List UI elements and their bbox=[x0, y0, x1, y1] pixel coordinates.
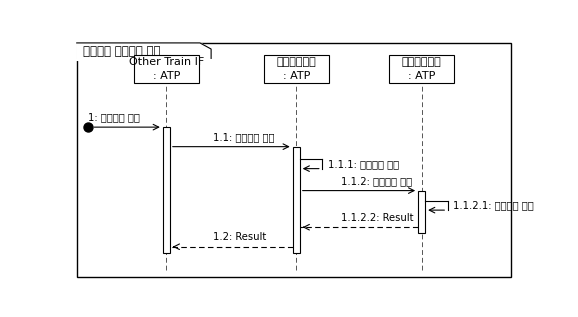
Text: 가상편성 열차길이 계산: 가상편성 열차길이 계산 bbox=[83, 45, 161, 58]
Bar bbox=[134, 55, 199, 83]
Bar bbox=[389, 55, 454, 83]
Text: 1.1.2.1: 열차길이 저장: 1.1.2.1: 열차길이 저장 bbox=[453, 200, 533, 210]
Bar bbox=[264, 55, 329, 83]
Text: 1.1.2.2: Result: 1.1.2.2: Result bbox=[341, 213, 414, 223]
Text: 1.2: Result: 1.2: Result bbox=[213, 232, 266, 242]
Text: 1.1: 후부편성 정보: 1.1: 후부편성 정보 bbox=[213, 132, 275, 142]
Bar bbox=[418, 191, 425, 233]
Text: 1: 후부편성 정보: 1: 후부편성 정보 bbox=[88, 112, 140, 122]
Text: 1.1.2: 열차길이 정보: 1.1.2: 열차길이 정보 bbox=[341, 176, 412, 186]
Bar bbox=[292, 147, 300, 253]
Text: 열차위치관리
: ATP: 열차위치관리 : ATP bbox=[402, 56, 442, 81]
Bar bbox=[163, 127, 170, 253]
Text: Other Train IF
: ATP: Other Train IF : ATP bbox=[129, 56, 204, 81]
Text: 1.1.1: 열차길이 계산: 1.1.1: 열차길이 계산 bbox=[328, 159, 399, 169]
Text: 가상결합관리
: ATP: 가상결합관리 : ATP bbox=[276, 56, 316, 81]
Polygon shape bbox=[77, 43, 211, 60]
